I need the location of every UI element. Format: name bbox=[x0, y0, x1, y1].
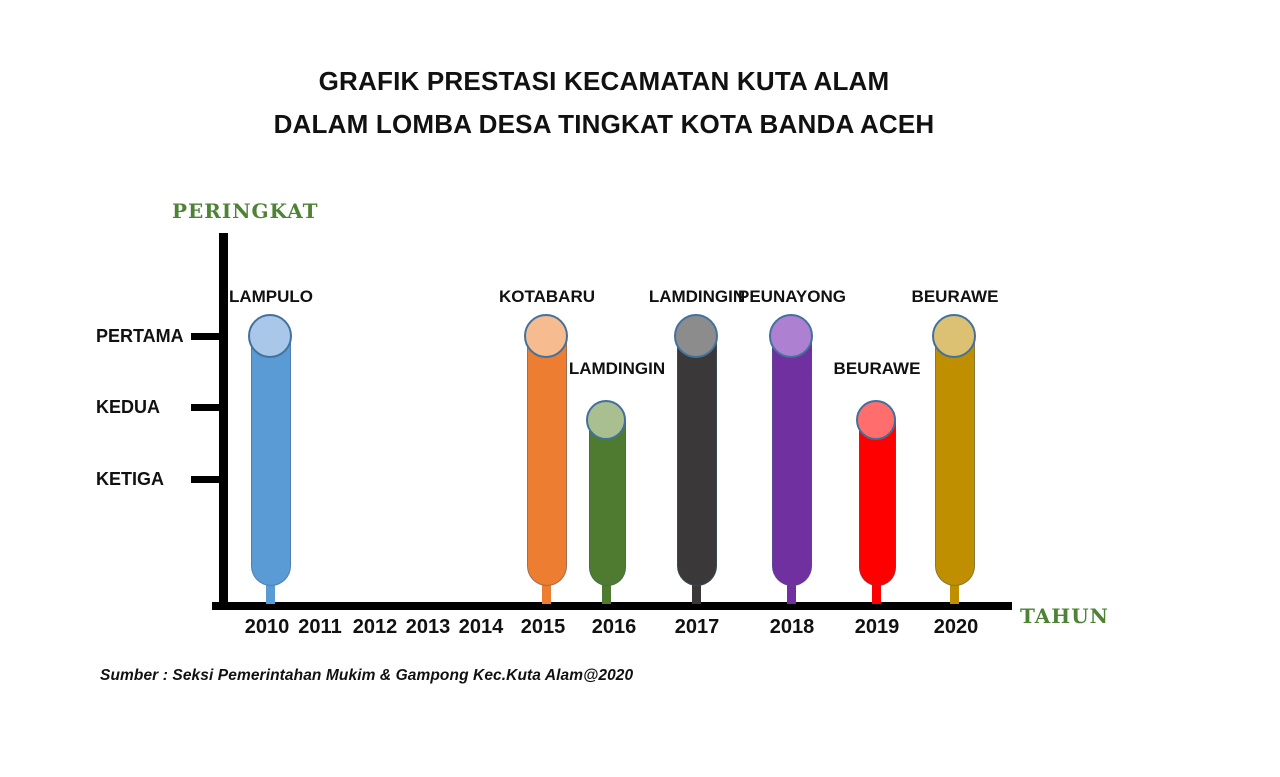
chart-title: GRAFIK PRESTASI KECAMATAN KUTA ALAM DALA… bbox=[0, 60, 1208, 146]
y-tick-label: PERTAMA bbox=[96, 326, 184, 346]
bar-stem bbox=[950, 578, 959, 604]
y-tick-label: KEDUA bbox=[96, 397, 161, 417]
bar-stem bbox=[266, 578, 275, 604]
x-tick-label: 2013 bbox=[405, 616, 451, 638]
x-tick-label: 2019 bbox=[854, 616, 900, 638]
chart-title-line-2: DALAM LOMBA DESA TINGKAT KOTA BANDA ACEH bbox=[273, 109, 935, 139]
bar-village-label: BEURAWE bbox=[911, 287, 999, 306]
y-tick-mark bbox=[191, 476, 219, 483]
bar-cap-circle bbox=[932, 314, 976, 358]
bar-stem bbox=[542, 578, 551, 604]
x-tick-label: 2014 bbox=[458, 616, 504, 638]
bar-village-label: BEURAWE bbox=[833, 359, 921, 378]
bar bbox=[935, 316, 975, 586]
bar-stem bbox=[787, 578, 796, 604]
y-tick-mark bbox=[191, 404, 219, 411]
bar-stem bbox=[872, 578, 881, 604]
bar bbox=[251, 316, 291, 586]
chart-title-line-1: GRAFIK PRESTASI KECAMATAN KUTA ALAM bbox=[318, 66, 890, 96]
x-tick-label: 2017 bbox=[674, 616, 720, 638]
x-tick-label: 2020 bbox=[933, 616, 979, 638]
bar-village-label: KOTABARU bbox=[498, 287, 595, 306]
y-axis-line bbox=[219, 233, 228, 610]
x-tick-label: 2016 bbox=[591, 616, 637, 638]
bar-cap-circle bbox=[769, 314, 813, 358]
bar-village-label: PEUNAYONG bbox=[737, 287, 846, 306]
bar-village-label: LAMPULO bbox=[228, 287, 314, 306]
x-axis-title: TAHUN bbox=[1020, 604, 1109, 628]
bar-cap-circle bbox=[674, 314, 718, 358]
y-tick-label: KETIGA bbox=[96, 469, 165, 489]
bar-stem bbox=[602, 578, 611, 604]
y-tick-mark bbox=[191, 333, 219, 340]
x-tick-label: 2015 bbox=[520, 616, 566, 638]
x-tick-label: 2011 bbox=[298, 616, 342, 638]
bar-village-label: LAMDINGIN bbox=[648, 287, 746, 306]
x-axis-line bbox=[212, 602, 1012, 610]
x-tick-label: 2012 bbox=[352, 616, 398, 638]
x-tick-label: 2010 bbox=[244, 616, 290, 638]
x-tick-label: 2018 bbox=[769, 616, 815, 638]
bar-cap-circle bbox=[586, 400, 626, 440]
source-note: Sumber : Seksi Pemerintahan Mukim & Gamp… bbox=[100, 667, 634, 684]
bar-cap-circle bbox=[856, 400, 896, 440]
bar bbox=[772, 316, 812, 586]
bar-village-label: LAMDINGIN bbox=[568, 359, 666, 378]
bar-cap-circle bbox=[248, 314, 292, 358]
y-axis-title: PERINGKAT bbox=[172, 199, 319, 223]
bar-cap-circle bbox=[524, 314, 568, 358]
bar-stem bbox=[692, 578, 701, 604]
